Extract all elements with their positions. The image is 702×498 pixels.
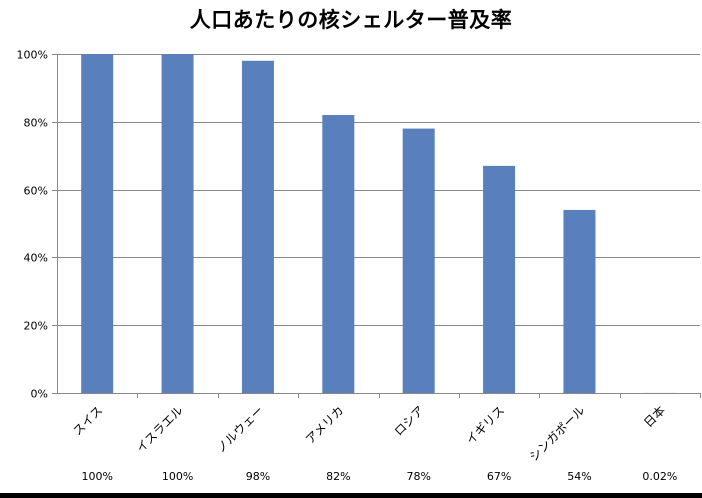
x-tick-label: シンガポール xyxy=(527,403,588,464)
bar xyxy=(241,60,274,393)
x-tick-label: イスラエル xyxy=(134,403,186,455)
x-tick-label: ロシア xyxy=(391,403,426,438)
bars xyxy=(81,54,676,394)
axes xyxy=(52,54,701,398)
y-tick-labels: 0% 20% 40% 60% 80% 100% xyxy=(17,49,48,401)
bar xyxy=(81,54,114,393)
y-tick-label: 100% xyxy=(17,49,48,62)
bar xyxy=(483,165,516,393)
x-tick-label: ノルウェー xyxy=(214,403,266,455)
x-tick-label: アメリカ xyxy=(303,403,346,446)
chart-title: 人口あたりの核シェルター普及率 xyxy=(189,8,513,32)
gridlines xyxy=(57,54,700,326)
data-label: 54% xyxy=(567,470,591,483)
data-label: 82% xyxy=(326,470,350,483)
y-tick-label: 20% xyxy=(24,320,48,333)
y-tick-label: 80% xyxy=(24,117,48,130)
data-label: 100% xyxy=(162,470,193,483)
y-tick-label: 0% xyxy=(31,388,48,401)
data-label: 98% xyxy=(246,470,270,483)
data-label: 67% xyxy=(487,470,511,483)
value-labels: 100% 100% 98% 82% 78% 67% 54% 0.02% xyxy=(81,470,677,483)
x-tick-label: イギリス xyxy=(463,403,507,447)
y-tick-label: 60% xyxy=(24,185,48,198)
bottom-border xyxy=(0,493,702,498)
x-tick-label: スイス xyxy=(70,403,105,438)
category-labels: スイス イスラエル ノルウェー アメリカ ロシア イギリス シンガポール 日本 xyxy=(70,403,668,464)
data-label: 78% xyxy=(406,470,430,483)
bar xyxy=(161,54,194,393)
bar xyxy=(563,209,596,393)
data-label: 100% xyxy=(81,470,112,483)
x-tick-label: 日本 xyxy=(641,403,668,430)
bar xyxy=(322,115,355,394)
bar xyxy=(402,128,435,393)
data-label: 0.02% xyxy=(642,470,677,483)
y-tick-label: 40% xyxy=(24,252,48,265)
